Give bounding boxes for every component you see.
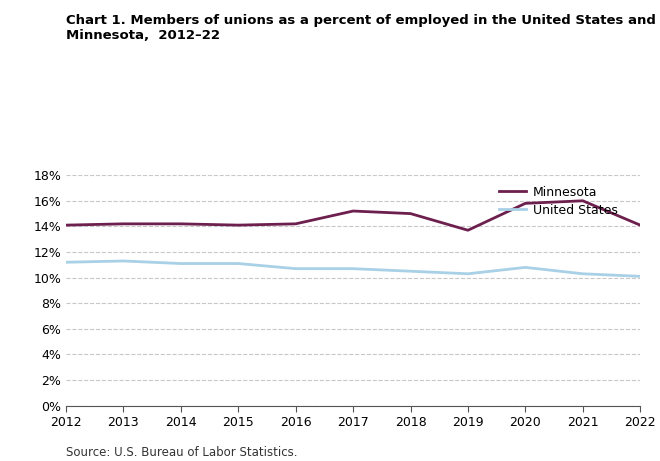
- Text: Source: U.S. Bureau of Labor Statistics.: Source: U.S. Bureau of Labor Statistics.: [66, 446, 298, 459]
- Legend: Minnesota, United States: Minnesota, United States: [494, 182, 622, 222]
- Text: Chart 1. Members of unions as a percent of employed in the United States and
Min: Chart 1. Members of unions as a percent …: [66, 14, 656, 42]
